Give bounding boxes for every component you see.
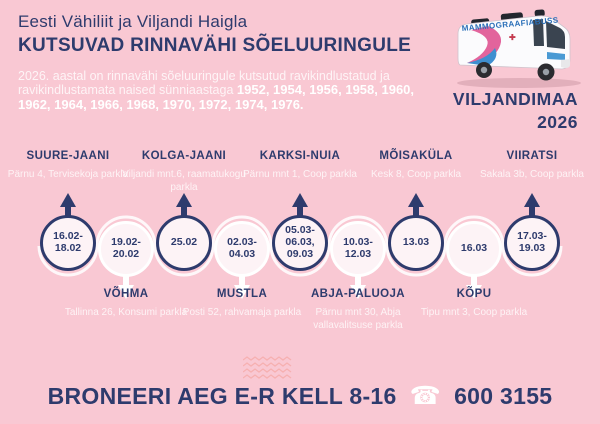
location-mustla: MUSTLA Posti 52, rahvamaja parkla bbox=[178, 288, 306, 319]
location-address: Pärnu mnt 1, Coop parkla bbox=[243, 169, 357, 180]
intro-text: 2026. aastal on rinnavähi sõeluuringule … bbox=[18, 69, 390, 98]
region-label: VILJANDIMAA 2026 bbox=[453, 88, 578, 134]
squiggle-decoration bbox=[243, 356, 292, 379]
serpentine-line bbox=[37, 215, 563, 277]
location-address: Tallinna 26, Konsumi parkla bbox=[64, 307, 188, 318]
stop-dates: 19.02- 20.02 bbox=[111, 236, 141, 260]
telephone-icon: ☎ bbox=[409, 382, 442, 410]
up-arrow-icon bbox=[292, 193, 308, 217]
booking-text: BRONEERI AEG E-R KELL 8-16 bbox=[47, 383, 397, 409]
bus-side-window bbox=[533, 19, 544, 46]
location-name: VÕHMA bbox=[103, 288, 149, 300]
location-karksi-nuia: KARKSI-NUIA Pärnu mnt 1, Coop parkla bbox=[236, 150, 364, 181]
location-address: Tipu mnt 3, Coop parkla bbox=[420, 307, 528, 318]
bus-windshield bbox=[546, 21, 565, 49]
location-moisakula: MÕISAKÜLA Kesk 8, Coop parkla bbox=[352, 150, 480, 181]
bus-bumper bbox=[561, 59, 570, 68]
location-name: KARKSI-NUIA bbox=[259, 150, 341, 162]
mammography-bus-image: ✚ MAMMOGRAAFIABUSS bbox=[457, 9, 581, 88]
location-name: KOLGA-JAANI bbox=[141, 150, 227, 162]
location-abja-paluoja: ABJA-PALUOJA Pärnu mnt 30, Abja vallaval… bbox=[294, 288, 422, 332]
bus-front-hub bbox=[542, 68, 550, 76]
timeline: 16.02- 18.02 19.02- 20.02 25.02 02.03- 0… bbox=[0, 188, 600, 304]
location-name: MÕISAKÜLA bbox=[379, 150, 453, 162]
stop-dates: 25.02 bbox=[170, 236, 198, 249]
timeline-stop-8: 16.03 bbox=[446, 221, 502, 277]
stop-dates: 13.03 bbox=[402, 236, 430, 249]
location-name: ABJA-PALUOJA bbox=[310, 288, 406, 300]
timeline-stop-9: 17.03- 19.03 bbox=[504, 215, 560, 271]
location-address: Sakala 3b, Coop parkla bbox=[480, 169, 584, 180]
location-address: Viljandi mnt.6, raamatukogu parkla bbox=[122, 169, 246, 193]
location-vohma: VÕHMA Tallinna 26, Konsumi parkla bbox=[62, 288, 190, 319]
phone-number: 600 3155 bbox=[454, 383, 553, 409]
stop-dates: 05.03- 06.03, 09.03 bbox=[285, 224, 315, 260]
footer: BRONEERI AEG E-R KELL 8-16 ☎ 600 3155 bbox=[0, 383, 600, 410]
organizations-line: Eesti Vähiliit ja Viljandi Haigla bbox=[18, 12, 248, 31]
intro-paragraph: 2026. aastal on rinnavähi sõeluuringule … bbox=[18, 69, 420, 113]
header: Eesti Vähiliit ja Viljandi Haigla KUTSUV… bbox=[18, 12, 411, 57]
down-arrow-icon bbox=[118, 274, 134, 299]
timeline-stop-3: 25.02 bbox=[156, 215, 212, 271]
up-arrow-icon bbox=[60, 193, 76, 217]
bus-front-stripe bbox=[547, 52, 565, 60]
page-title: KUTSUVAD RINNAVÄHI SÕELUURINGULE bbox=[18, 35, 412, 56]
location-address: Pärnu 4, Tervisekoja parkla bbox=[7, 169, 129, 180]
location-name: SUURE-JAANI bbox=[26, 150, 110, 162]
bus-rear-hub bbox=[480, 66, 488, 74]
timeline-stop-7: 13.03 bbox=[388, 215, 444, 271]
timeline-stop-5: 05.03- 06.03, 09.03 bbox=[272, 215, 328, 271]
stop-dates: 17.03- 19.03 bbox=[517, 230, 547, 254]
region-year: 2026 bbox=[537, 111, 578, 132]
timeline-stop-4: 02.03- 04.03 bbox=[214, 221, 270, 277]
location-address: Posti 52, rahvamaja parkla bbox=[182, 307, 302, 318]
down-arrow-icon bbox=[350, 274, 366, 299]
stop-dates: 02.03- 04.03 bbox=[227, 236, 257, 260]
timeline-decoration bbox=[37, 193, 563, 299]
timeline-stop-6: 10.03- 12.03 bbox=[330, 221, 386, 277]
stop-dates: 10.03- 12.03 bbox=[343, 236, 373, 260]
down-arrow-icon bbox=[234, 274, 250, 299]
bus-cross-logo: ✚ bbox=[509, 33, 516, 42]
timeline-stop-1: 16.02- 18.02 bbox=[40, 215, 96, 271]
location-address: Pärnu mnt 30, Abja vallavalitsuse parkla bbox=[313, 307, 403, 331]
timeline-stop-2: 19.02- 20.02 bbox=[98, 221, 154, 277]
location-suure-jaani: SUURE-JAANI Pärnu 4, Tervisekoja parkla bbox=[4, 150, 132, 181]
up-arrow-icon bbox=[524, 193, 540, 217]
location-kolga-jaani: KOLGA-JAANI Viljandi mnt.6, raamatukogu … bbox=[120, 150, 248, 194]
location-viiratsi: VIIRATSI Sakala 3b, Coop parkla bbox=[468, 150, 596, 181]
location-name: KÕPU bbox=[456, 288, 492, 300]
stop-dates: 16.03 bbox=[460, 242, 488, 255]
location-address: Kesk 8, Coop parkla bbox=[370, 169, 462, 180]
region-name: VILJANDIMAA bbox=[452, 89, 578, 109]
up-arrow-icon bbox=[176, 193, 192, 217]
bus-blue-swoosh bbox=[467, 48, 497, 66]
stop-dates: 16.02- 18.02 bbox=[53, 230, 83, 254]
bus-shadow bbox=[457, 78, 581, 88]
down-arrow-icon bbox=[466, 274, 482, 299]
up-arrow-icon bbox=[408, 193, 424, 217]
location-kopu: KÕPU Tipu mnt 3, Coop parkla bbox=[410, 288, 538, 319]
location-name: MUSTLA bbox=[216, 288, 268, 300]
location-name: VIIRATSI bbox=[506, 150, 558, 162]
birth-years-list: 1952, 1954, 1956, 1958, 1960, 1962, 1964… bbox=[18, 82, 415, 112]
